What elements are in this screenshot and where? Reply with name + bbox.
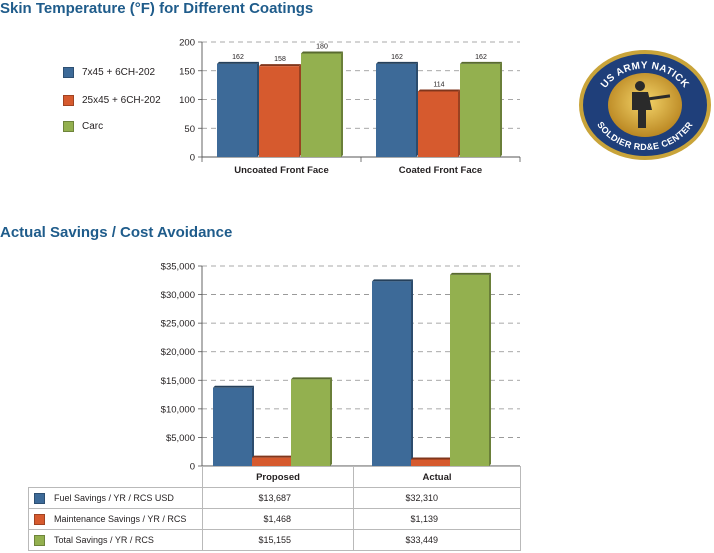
bar xyxy=(252,457,291,466)
table-cell: $32,310 xyxy=(353,487,521,509)
data-label: 114 xyxy=(433,81,444,88)
legend-item-series-2: 25x45 + 6CH-202 xyxy=(63,93,161,107)
legend-item-series-3: Carc xyxy=(63,119,103,133)
bar-top xyxy=(411,457,452,460)
bar-top xyxy=(213,385,254,388)
y-tick-label: 200 xyxy=(179,38,195,49)
y-tick-label: $20,000 xyxy=(161,347,195,358)
table-cell: $33,449 xyxy=(353,529,521,551)
y-tick-label: 50 xyxy=(184,124,195,135)
bar-side xyxy=(489,272,491,466)
table-cell: $1,468 xyxy=(202,508,354,530)
y-tick-label: $15,000 xyxy=(161,376,195,387)
bar xyxy=(259,66,299,157)
us-army-natick-logo: US ARMY NATICK SOLDIER RD&E CENTER xyxy=(579,50,711,160)
bar xyxy=(418,91,458,157)
table-corner-cell xyxy=(28,466,203,488)
bar-top xyxy=(259,64,301,67)
legend-swatch xyxy=(63,66,74,78)
bar-side xyxy=(458,89,460,157)
y-tick-label: 150 xyxy=(179,66,195,77)
legend-swatch xyxy=(34,492,45,504)
table-row-label-cell: Maintenance Savings / YR / RCS xyxy=(28,508,203,530)
legend-label: Carc xyxy=(82,120,104,132)
table-row: Maintenance Savings / YR / RCS $1,468 $1… xyxy=(28,508,521,530)
bar xyxy=(372,281,411,466)
y-tick-label: $35,000 xyxy=(161,262,195,273)
bar-top xyxy=(217,61,259,64)
x-tick-label: Coated Front Face xyxy=(399,165,482,176)
y-tick-label: $5,000 xyxy=(166,433,195,444)
table-row-label: Fuel Savings / YR / RCS USD xyxy=(54,493,174,503)
bar-side xyxy=(416,61,418,157)
table-row-label: Maintenance Savings / YR / RCS xyxy=(54,514,187,524)
bar-top xyxy=(252,455,293,458)
table-cell: $1,139 xyxy=(353,508,521,530)
bar-top xyxy=(291,377,332,380)
legend-swatch xyxy=(63,94,74,106)
data-label: 162 xyxy=(391,54,403,61)
legend-swatch xyxy=(63,120,74,132)
savings-data-table: Proposed Actual Fuel Savings / YR / RCS … xyxy=(28,466,521,551)
legend-label: 7x45 + 6CH-202 xyxy=(82,66,156,78)
soldier-figure-icon xyxy=(632,81,671,128)
bar-side xyxy=(252,385,254,466)
bar-side xyxy=(341,51,343,157)
y-tick-label: $25,000 xyxy=(161,319,195,330)
bar-side xyxy=(299,64,301,157)
table-row-label: Total Savings / YR / RCS xyxy=(54,535,154,545)
table-row-label-cell: Total Savings / YR / RCS xyxy=(28,529,203,551)
y-tick-label: $10,000 xyxy=(161,404,195,415)
bar-top xyxy=(460,61,502,64)
bar-side xyxy=(257,61,259,157)
table-row: Fuel Savings / YR / RCS USD $13,687 $32,… xyxy=(28,487,521,509)
bar-side xyxy=(500,61,502,157)
data-label: 162 xyxy=(232,54,244,61)
y-tick-label: 0 xyxy=(190,153,195,164)
data-label: 158 xyxy=(274,56,286,63)
data-label: 180 xyxy=(316,44,328,51)
table-header-row: Proposed Actual xyxy=(28,466,521,488)
bar-top xyxy=(301,51,343,54)
chart1-title: Skin Temperature (°F) for Different Coat… xyxy=(0,0,314,17)
bar-top xyxy=(418,89,460,92)
y-tick-label: $30,000 xyxy=(161,290,195,301)
table-cell: $13,687 xyxy=(202,487,354,509)
legend-swatch xyxy=(34,513,45,525)
legend-label: 25x45 + 6CH-202 xyxy=(82,94,161,106)
table-row: Total Savings / YR / RCS $15,155 $33,449 xyxy=(28,529,521,551)
table-header-actual: Actual xyxy=(353,466,521,488)
table-header-proposed: Proposed xyxy=(202,466,354,488)
bar xyxy=(291,379,330,466)
legend-item-series-1: 7x45 + 6CH-202 xyxy=(63,65,155,79)
bar xyxy=(460,63,500,157)
y-tick-label: 100 xyxy=(179,95,195,106)
bar xyxy=(217,63,257,157)
bar-side xyxy=(411,279,413,466)
chart2-title: Actual Savings / Cost Avoidance xyxy=(0,224,233,241)
legend-swatch xyxy=(34,534,45,546)
bar xyxy=(411,459,450,466)
bar-top xyxy=(376,61,418,64)
table-cell: $15,155 xyxy=(202,529,354,551)
data-label: 162 xyxy=(475,54,487,61)
x-tick-label: Uncoated Front Face xyxy=(234,165,329,176)
bar xyxy=(213,387,252,466)
bar xyxy=(301,53,341,157)
bar-top xyxy=(450,272,491,275)
bar-side xyxy=(330,377,332,466)
bar xyxy=(376,63,416,157)
bar-top xyxy=(372,279,413,282)
table-row-label-cell: Fuel Savings / YR / RCS USD xyxy=(28,487,203,509)
bar xyxy=(450,274,489,466)
